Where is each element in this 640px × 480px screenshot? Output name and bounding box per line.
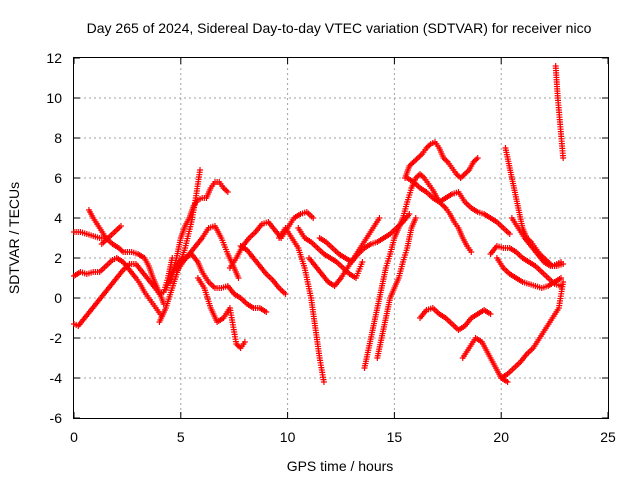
series-s28 [508, 215, 567, 269]
x-tick-label: 5 [177, 429, 185, 445]
series-s24 [487, 243, 565, 289]
series-s13 [276, 225, 327, 385]
y-tick-label: -6 [50, 410, 63, 426]
series-s29 [552, 63, 567, 161]
y-tick-label: 6 [54, 170, 62, 186]
series-s2 [85, 207, 167, 307]
data-point [504, 379, 511, 385]
data-point [487, 311, 494, 317]
y-tick-label: 0 [54, 290, 62, 306]
y-tick-label: 12 [46, 50, 62, 66]
data-point [197, 167, 204, 173]
data-point [263, 309, 270, 315]
series-s3 [98, 223, 124, 247]
data-point [282, 291, 289, 297]
data-point [406, 211, 413, 217]
data-point [310, 215, 317, 221]
data-point [224, 189, 231, 195]
x-tick-label: 15 [387, 429, 403, 445]
series-s6 [156, 167, 204, 325]
x-tick-label: 20 [493, 429, 509, 445]
y-tick-label: 10 [46, 90, 62, 106]
data-series [71, 63, 567, 385]
data-point [320, 379, 327, 385]
series-s22 [417, 305, 494, 333]
series-s9 [173, 223, 242, 281]
x-tick-label: 0 [70, 429, 78, 445]
chart-title: Day 265 of 2024, Sidereal Day-to-day VTE… [87, 20, 592, 36]
x-axis-label: GPS time / hours [287, 458, 394, 474]
data-point [560, 279, 567, 285]
data-point [558, 275, 565, 281]
series-s15 [305, 215, 383, 289]
series-s1 [71, 229, 107, 241]
series-s4 [71, 255, 165, 319]
y-tick-label: 2 [54, 250, 62, 266]
series-s12 [237, 243, 289, 297]
x-tick-label: 25 [600, 429, 616, 445]
data-point [560, 261, 567, 267]
plot-frame [73, 57, 609, 419]
series-s20 [404, 175, 513, 237]
series-s10 [194, 275, 248, 351]
series-s26 [498, 279, 567, 381]
data-point [412, 215, 419, 221]
y-tick-label: -4 [50, 370, 63, 386]
data-point [359, 259, 366, 265]
series-s19 [402, 139, 481, 181]
x-tick-label: 10 [280, 429, 296, 445]
data-point [241, 339, 248, 345]
data-point [474, 155, 481, 161]
y-tick-label: 4 [54, 210, 62, 226]
series-s21 [408, 171, 475, 255]
data-point [560, 155, 567, 161]
data-point [468, 249, 475, 255]
y-tick-label: 8 [54, 130, 62, 146]
data-point [235, 275, 242, 281]
y-axis-label: SDTVAR / TECUs [6, 182, 22, 294]
data-point [376, 215, 383, 221]
series-s25 [493, 255, 565, 291]
series-s18 [374, 215, 419, 361]
series-s8 [167, 179, 231, 285]
data-point [117, 223, 124, 229]
y-tick-label: -2 [50, 330, 63, 346]
series-s17 [361, 185, 415, 371]
data-point [506, 231, 513, 237]
axis-ticks: 0 5 10 15 20 25 -6 -4 -2 0 2 4 6 8 10 12 [46, 50, 616, 445]
